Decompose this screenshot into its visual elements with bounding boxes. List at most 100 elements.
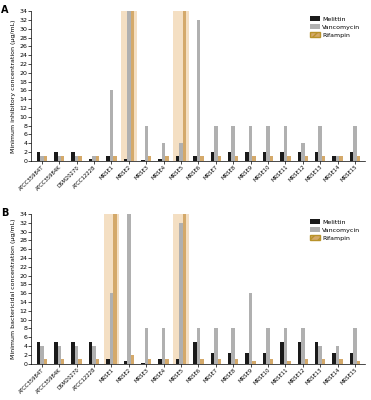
Bar xyxy=(197,328,200,364)
Bar xyxy=(322,359,325,364)
Bar xyxy=(106,156,110,161)
Bar xyxy=(173,11,189,161)
Bar xyxy=(245,152,249,161)
Bar xyxy=(357,362,360,364)
Bar xyxy=(72,152,75,161)
Bar xyxy=(266,328,270,364)
Bar xyxy=(228,353,232,364)
Bar xyxy=(141,160,145,161)
Bar xyxy=(266,126,270,161)
Bar xyxy=(148,359,151,364)
Bar xyxy=(176,359,179,364)
Bar xyxy=(214,328,217,364)
Bar xyxy=(75,346,78,364)
Bar xyxy=(124,362,127,364)
Bar xyxy=(92,156,96,161)
Legend: Melittin, Vancomycin, Rifampin: Melittin, Vancomycin, Rifampin xyxy=(309,14,362,40)
Bar xyxy=(245,353,249,364)
Bar xyxy=(148,156,151,161)
Bar xyxy=(158,159,162,161)
Bar xyxy=(145,126,148,161)
Bar xyxy=(200,156,204,161)
Bar xyxy=(298,342,301,364)
Bar xyxy=(106,359,110,364)
Bar xyxy=(197,20,200,161)
Bar xyxy=(350,152,353,161)
Bar xyxy=(183,214,186,364)
Text: B: B xyxy=(1,208,9,218)
Bar xyxy=(315,342,318,364)
Bar xyxy=(339,359,343,364)
Bar xyxy=(165,359,169,364)
Bar xyxy=(263,152,266,161)
Bar xyxy=(305,156,308,161)
Bar xyxy=(280,342,284,364)
Bar xyxy=(353,328,357,364)
Bar xyxy=(249,293,252,364)
Bar xyxy=(336,156,339,161)
Bar xyxy=(305,359,308,364)
Bar xyxy=(211,152,214,161)
Bar xyxy=(61,156,65,161)
Bar xyxy=(44,359,47,364)
Bar xyxy=(353,126,357,161)
Bar xyxy=(54,342,58,364)
Bar xyxy=(165,156,169,161)
Bar xyxy=(72,342,75,364)
Bar xyxy=(110,293,113,364)
Bar xyxy=(110,90,113,161)
Bar xyxy=(96,359,99,364)
Bar xyxy=(287,362,290,364)
Bar xyxy=(287,156,290,161)
Bar xyxy=(315,152,318,161)
Bar xyxy=(332,353,336,364)
Legend: Melittin, Vancomycin, Rifampin: Melittin, Vancomycin, Rifampin xyxy=(309,217,362,242)
Bar xyxy=(37,152,40,161)
Bar xyxy=(332,156,336,161)
Bar xyxy=(127,11,131,161)
Bar xyxy=(158,359,162,364)
Bar xyxy=(193,342,197,364)
Bar xyxy=(40,156,44,161)
Bar xyxy=(193,156,197,161)
Bar xyxy=(350,353,353,364)
Bar xyxy=(235,156,239,161)
Bar xyxy=(92,346,96,364)
Bar xyxy=(75,156,78,161)
Text: A: A xyxy=(1,5,9,15)
Bar xyxy=(228,152,232,161)
Bar xyxy=(131,11,134,161)
Bar xyxy=(339,156,343,161)
Bar xyxy=(58,156,61,161)
Bar xyxy=(200,359,204,364)
Bar xyxy=(113,156,116,161)
Bar xyxy=(322,156,325,161)
Bar xyxy=(284,328,287,364)
Bar xyxy=(252,156,256,161)
Bar xyxy=(179,223,183,364)
Bar xyxy=(318,126,322,161)
Bar xyxy=(124,159,127,161)
Bar xyxy=(263,353,266,364)
Bar xyxy=(127,214,131,364)
Bar xyxy=(252,362,256,364)
Bar xyxy=(145,328,148,364)
Bar xyxy=(270,359,273,364)
Bar xyxy=(113,214,116,364)
Bar xyxy=(270,156,273,161)
Bar xyxy=(96,156,99,161)
Bar xyxy=(183,11,186,161)
Bar xyxy=(214,126,217,161)
Y-axis label: Minimum inhibitory concentration (μg/mL): Minimum inhibitory concentration (μg/mL) xyxy=(12,19,16,153)
Bar xyxy=(280,152,284,161)
Bar xyxy=(301,143,305,161)
Bar xyxy=(298,152,301,161)
Bar xyxy=(179,143,183,161)
Bar xyxy=(89,342,92,364)
Bar xyxy=(162,328,165,364)
Bar xyxy=(249,126,252,161)
Bar xyxy=(232,126,235,161)
Bar xyxy=(162,143,165,161)
Bar xyxy=(173,214,189,364)
Y-axis label: Minimum bactericidal concentration (μg/mL): Minimum bactericidal concentration (μg/m… xyxy=(12,218,16,359)
